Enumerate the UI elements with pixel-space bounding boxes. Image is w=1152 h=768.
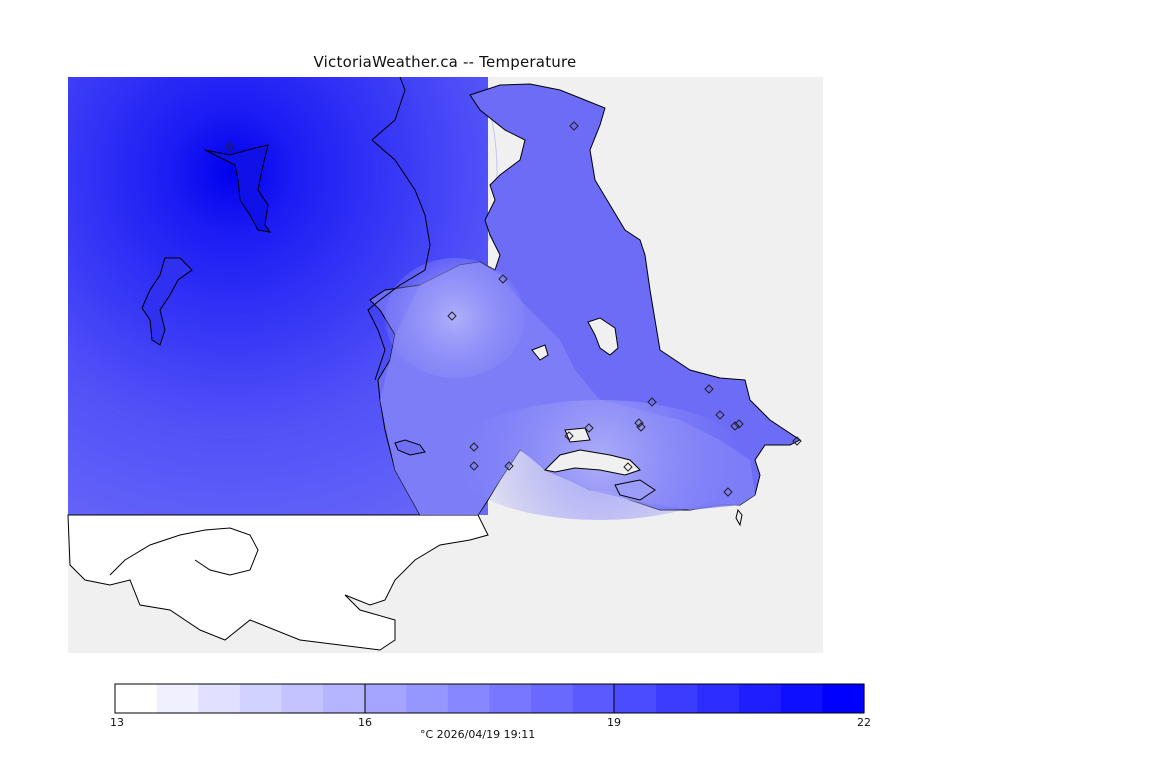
harbour-inlet (543, 449, 641, 476)
island (394, 439, 426, 456)
colorbar-step (115, 684, 158, 713)
colorbar-step (406, 684, 449, 713)
colorbar-step (780, 684, 823, 713)
colorbar-step (697, 684, 740, 713)
colorbar-step (822, 684, 865, 713)
colorbar-frame (114, 683, 865, 714)
legend-tick-19: 19 (607, 716, 621, 729)
colorbar-step (489, 684, 532, 713)
station-marker[interactable] (498, 274, 508, 284)
colorbar-step (156, 684, 199, 713)
saanich-inlet-coast (367, 76, 431, 381)
station-marker[interactable] (723, 487, 733, 497)
colorbar-step (239, 684, 283, 713)
station-marker[interactable] (225, 142, 235, 152)
station-marker[interactable] (623, 462, 633, 472)
colorbar-step (198, 684, 241, 713)
station-marker[interactable] (504, 461, 514, 471)
weather-stations (225, 121, 802, 497)
southern-landmass (67, 514, 489, 651)
station-marker[interactable] (447, 311, 457, 321)
station-marker[interactable] (469, 461, 479, 471)
legend-tick-13: 13 (110, 716, 124, 729)
small-islet (735, 508, 743, 527)
station-marker[interactable] (734, 419, 744, 429)
station-marker[interactable] (715, 410, 725, 420)
colorbar-step (655, 684, 699, 713)
station-marker[interactable] (569, 121, 579, 131)
colorbar-step (739, 684, 782, 713)
map-title: VictoriaWeather.ca -- Temperature (313, 53, 577, 71)
colorbar-step (281, 684, 324, 713)
station-marker[interactable] (647, 397, 657, 407)
station-marker[interactable] (704, 384, 714, 394)
island (141, 257, 193, 346)
colorbar-step (531, 684, 574, 713)
station-marker[interactable] (730, 421, 740, 431)
island (531, 344, 549, 361)
colorbar-step (364, 684, 407, 713)
warm-pocket (385, 258, 525, 378)
station-marker[interactable] (636, 422, 646, 432)
station-marker[interactable] (564, 431, 574, 441)
legend-tick-16: 16 (358, 716, 372, 729)
station-marker[interactable] (469, 442, 479, 452)
island (587, 317, 619, 356)
legend-caption: °C 2026/04/19 19:11 (420, 728, 536, 741)
legend-tick-22: 22 (857, 716, 871, 729)
station-marker[interactable] (792, 436, 802, 446)
contour-ring (68, 77, 498, 438)
harbour-inlet (564, 427, 591, 443)
colorbar-step (572, 684, 615, 713)
island (204, 144, 272, 233)
contour-ring (86, 77, 378, 318)
contour-ring (68, 77, 433, 373)
station-marker[interactable] (584, 423, 594, 433)
harbour-inlet (614, 479, 656, 501)
colorbar-step (323, 684, 366, 713)
colorbar-step (447, 684, 491, 713)
station-marker[interactable] (634, 418, 644, 428)
temperature-map[interactable] (0, 0, 1152, 680)
contour-ring (136, 77, 328, 268)
colorbar-step (614, 684, 657, 713)
contour-ring (181, 121, 283, 223)
southern-coastline (109, 527, 259, 576)
